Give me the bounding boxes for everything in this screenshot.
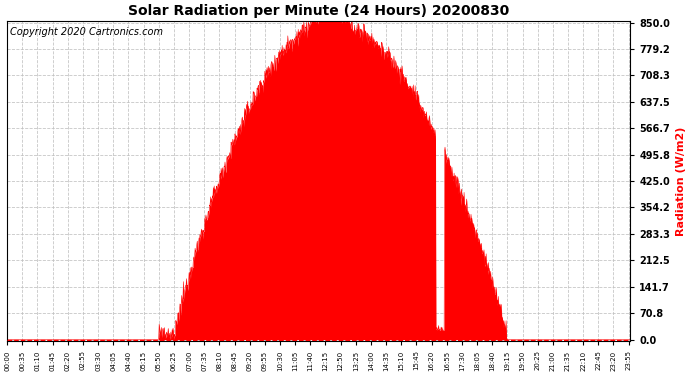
Text: Copyright 2020 Cartronics.com: Copyright 2020 Cartronics.com [10, 27, 164, 37]
Y-axis label: Radiation (W/m2): Radiation (W/m2) [676, 126, 686, 236]
Title: Solar Radiation per Minute (24 Hours) 20200830: Solar Radiation per Minute (24 Hours) 20… [128, 4, 509, 18]
